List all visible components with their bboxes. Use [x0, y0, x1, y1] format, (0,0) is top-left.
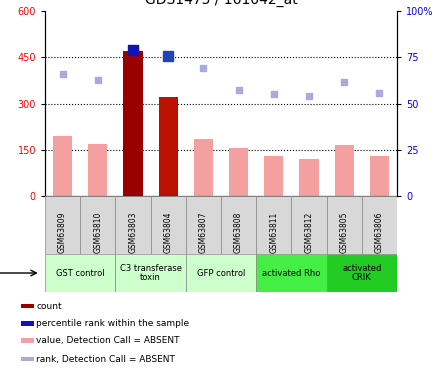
- Text: GSM63810: GSM63810: [93, 211, 102, 253]
- Bar: [256, 196, 291, 254]
- Point: [129, 46, 136, 53]
- Bar: [228, 148, 248, 196]
- Text: activated
CRIK: activated CRIK: [341, 264, 381, 282]
- Point: [375, 90, 382, 96]
- Bar: [291, 196, 326, 254]
- Text: GSM63809: GSM63809: [58, 211, 67, 253]
- Bar: [53, 136, 72, 196]
- Bar: [263, 156, 283, 196]
- Bar: [45, 254, 115, 292]
- Bar: [123, 51, 142, 196]
- Bar: [299, 159, 318, 196]
- Bar: [21, 321, 34, 326]
- Text: count: count: [36, 302, 62, 310]
- Point: [200, 65, 207, 71]
- Text: GSM63808: GSM63808: [233, 211, 243, 253]
- Point: [59, 71, 66, 77]
- Text: activated Rho: activated Rho: [262, 268, 320, 278]
- Text: GSM63806: GSM63806: [374, 211, 383, 253]
- Bar: [361, 196, 396, 254]
- Bar: [115, 254, 185, 292]
- Point: [340, 79, 347, 85]
- Bar: [326, 196, 361, 254]
- Text: GSM63807: GSM63807: [198, 211, 207, 253]
- Point: [305, 93, 312, 99]
- Bar: [21, 304, 34, 308]
- Bar: [326, 254, 396, 292]
- Point: [270, 91, 276, 97]
- Text: GST control: GST control: [56, 268, 104, 278]
- Bar: [115, 196, 150, 254]
- Bar: [193, 139, 213, 196]
- Title: GDS1475 / 161042_at: GDS1475 / 161042_at: [144, 0, 297, 7]
- Bar: [45, 196, 80, 254]
- Bar: [185, 254, 256, 292]
- Bar: [150, 196, 185, 254]
- Text: GSM63805: GSM63805: [339, 211, 348, 253]
- Text: value, Detection Call = ABSENT: value, Detection Call = ABSENT: [36, 336, 179, 345]
- Point: [94, 77, 101, 83]
- Bar: [21, 338, 34, 343]
- Bar: [369, 156, 388, 196]
- Bar: [80, 196, 115, 254]
- Bar: [185, 196, 220, 254]
- Bar: [158, 98, 178, 196]
- Text: GSM63811: GSM63811: [269, 211, 278, 253]
- Point: [164, 53, 171, 59]
- Bar: [220, 196, 256, 254]
- Text: percentile rank within the sample: percentile rank within the sample: [36, 319, 189, 328]
- Bar: [256, 254, 326, 292]
- Text: C3 transferase
toxin: C3 transferase toxin: [119, 264, 181, 282]
- Bar: [88, 144, 107, 196]
- Text: GSM63803: GSM63803: [128, 211, 137, 253]
- Text: GSM63812: GSM63812: [304, 211, 313, 253]
- Bar: [334, 145, 353, 196]
- Text: GSM63804: GSM63804: [163, 211, 172, 253]
- Point: [235, 87, 242, 93]
- Text: rank, Detection Call = ABSENT: rank, Detection Call = ABSENT: [36, 355, 175, 364]
- Text: GFP control: GFP control: [196, 268, 245, 278]
- Bar: [21, 357, 34, 362]
